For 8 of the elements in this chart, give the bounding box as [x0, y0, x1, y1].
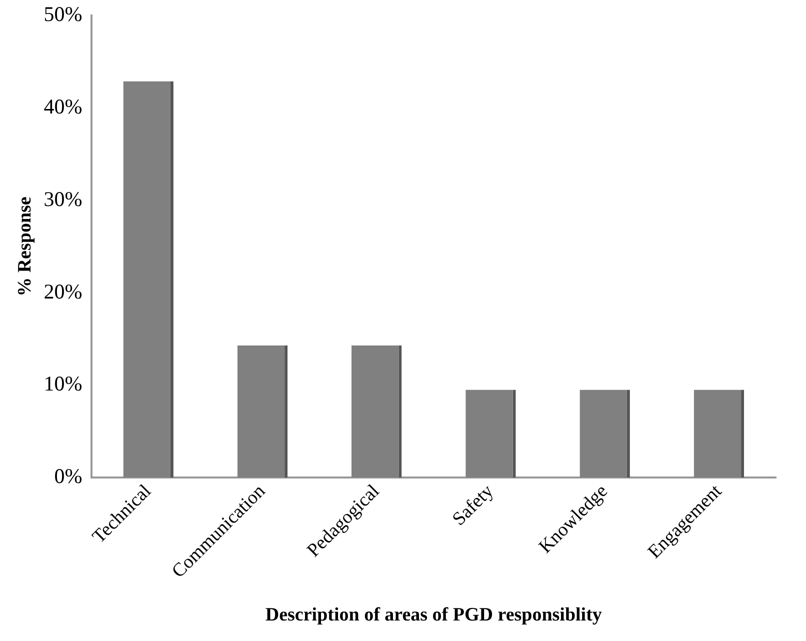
y-tick-label: 0%: [54, 464, 82, 488]
y-tick-label: 50%: [44, 2, 82, 26]
y-tick-label: 20%: [44, 279, 82, 304]
y-tick-label: 10%: [44, 372, 82, 396]
y-tick-label: 30%: [44, 186, 82, 211]
y-axis-title: % Response: [14, 196, 36, 296]
y-tick-label: 40%: [44, 94, 82, 118]
x-axis-title: Description of areas of PGD responsiblity: [265, 604, 602, 626]
